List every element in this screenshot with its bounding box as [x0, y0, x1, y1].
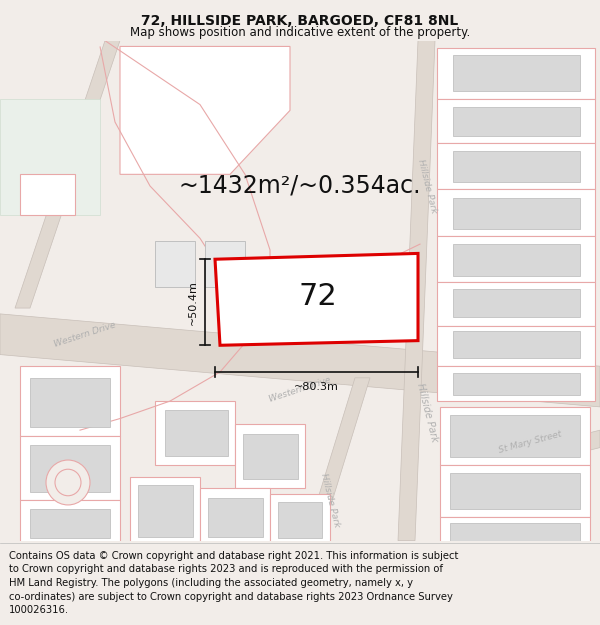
- Polygon shape: [165, 411, 228, 456]
- Polygon shape: [30, 378, 110, 427]
- Polygon shape: [453, 244, 580, 276]
- Polygon shape: [270, 494, 330, 546]
- Polygon shape: [30, 509, 110, 538]
- Polygon shape: [235, 424, 305, 488]
- Polygon shape: [305, 378, 370, 541]
- Text: Western Drive: Western Drive: [53, 321, 117, 349]
- Polygon shape: [155, 401, 235, 465]
- Polygon shape: [437, 99, 595, 143]
- Polygon shape: [120, 46, 290, 174]
- Text: Hillside Park: Hillside Park: [415, 382, 439, 443]
- Polygon shape: [450, 415, 580, 457]
- Polygon shape: [437, 282, 595, 326]
- Polygon shape: [440, 518, 590, 546]
- Circle shape: [55, 469, 81, 496]
- Polygon shape: [243, 434, 298, 479]
- Polygon shape: [155, 241, 195, 287]
- Polygon shape: [215, 253, 418, 345]
- Polygon shape: [453, 289, 580, 318]
- Polygon shape: [450, 523, 580, 541]
- Polygon shape: [30, 445, 110, 492]
- Polygon shape: [453, 198, 580, 229]
- Text: ~80.3m: ~80.3m: [294, 382, 339, 392]
- Polygon shape: [437, 326, 595, 366]
- Polygon shape: [440, 407, 590, 465]
- Polygon shape: [437, 366, 595, 401]
- Polygon shape: [460, 430, 600, 482]
- Text: Hillside Park: Hillside Park: [319, 472, 341, 528]
- Text: Contains OS data © Crown copyright and database right 2021. This information is : Contains OS data © Crown copyright and d…: [9, 551, 458, 615]
- Polygon shape: [453, 54, 580, 91]
- Polygon shape: [453, 331, 580, 358]
- Polygon shape: [130, 477, 200, 546]
- Text: Hillside Park: Hillside Park: [416, 158, 438, 214]
- Polygon shape: [450, 473, 580, 509]
- Text: St Mary Street: St Mary Street: [497, 429, 562, 454]
- Polygon shape: [0, 314, 600, 407]
- Polygon shape: [437, 143, 595, 189]
- Polygon shape: [200, 488, 270, 546]
- Polygon shape: [440, 465, 590, 518]
- Polygon shape: [20, 500, 120, 546]
- Text: Western Drive: Western Drive: [268, 375, 332, 404]
- Polygon shape: [0, 99, 100, 215]
- Polygon shape: [453, 151, 580, 182]
- Polygon shape: [437, 236, 595, 282]
- Text: 72, HILLSIDE PARK, BARGOED, CF81 8NL: 72, HILLSIDE PARK, BARGOED, CF81 8NL: [142, 14, 458, 28]
- Text: ~50.4m: ~50.4m: [188, 280, 198, 325]
- Polygon shape: [398, 41, 435, 541]
- Polygon shape: [20, 174, 75, 215]
- Text: Map shows position and indicative extent of the property.: Map shows position and indicative extent…: [130, 26, 470, 39]
- Text: 72: 72: [299, 282, 337, 311]
- Polygon shape: [278, 503, 322, 538]
- Polygon shape: [20, 366, 120, 436]
- Polygon shape: [15, 41, 120, 308]
- Polygon shape: [138, 485, 193, 537]
- Text: ~1432m²/~0.354ac.: ~1432m²/~0.354ac.: [179, 174, 421, 198]
- Polygon shape: [437, 48, 595, 99]
- Circle shape: [46, 460, 90, 505]
- Polygon shape: [208, 498, 263, 537]
- Polygon shape: [20, 436, 120, 500]
- Polygon shape: [453, 373, 580, 395]
- Polygon shape: [453, 107, 580, 136]
- Polygon shape: [437, 189, 595, 236]
- Polygon shape: [205, 241, 245, 287]
